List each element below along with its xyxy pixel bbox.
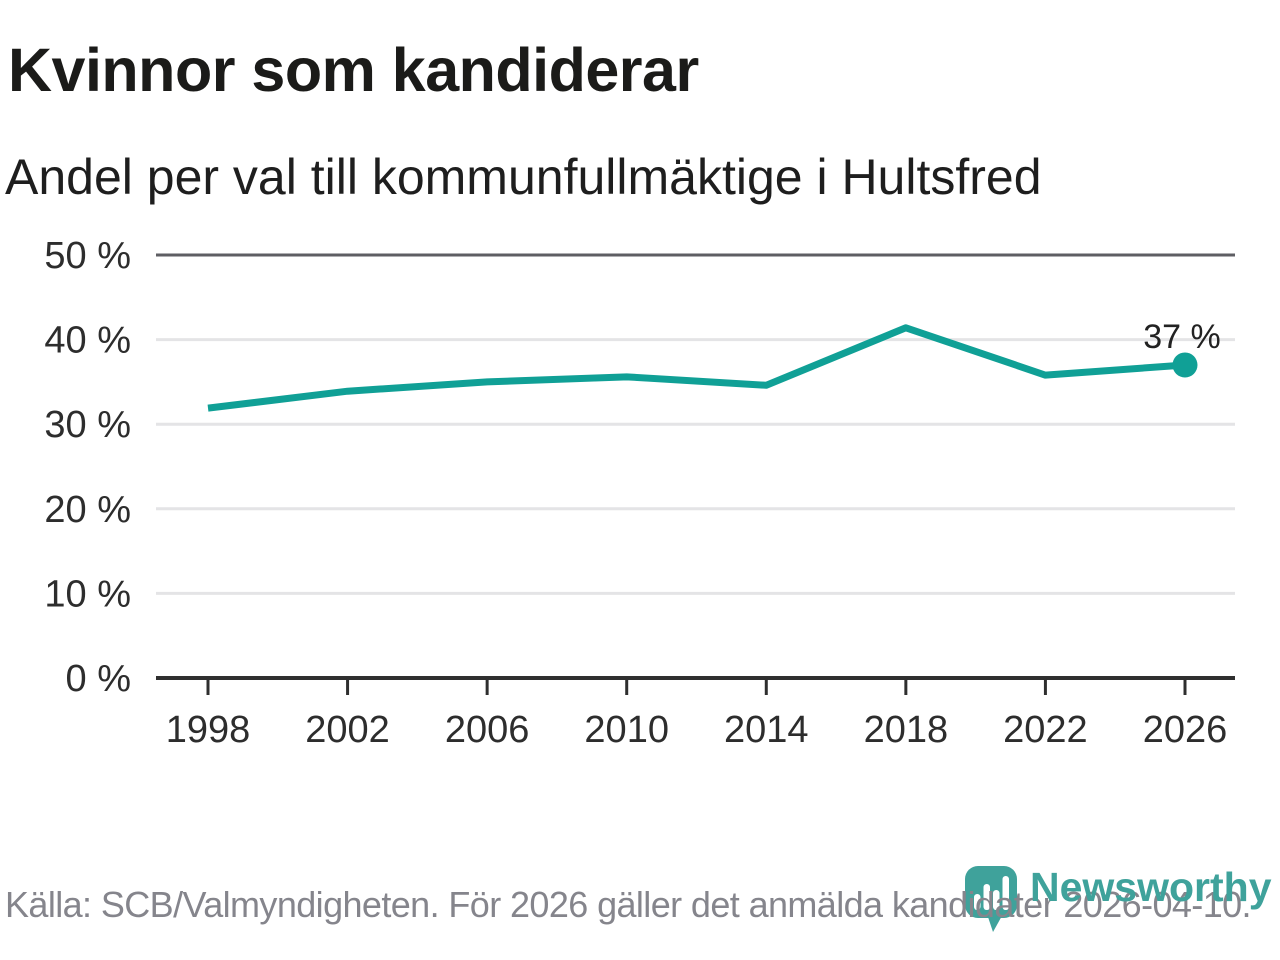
x-axis-label: 2022	[1003, 709, 1088, 751]
value-annotation: 37 %	[1143, 318, 1221, 356]
x-axis-label: 2018	[864, 709, 949, 751]
x-axis-label: 1998	[166, 709, 251, 751]
data-line	[207, 324, 1186, 412]
source-note: Källa: SCB/Valmyndigheten. För 2026 gäll…	[5, 884, 1252, 925]
chart-title: Kvinnor som kandiderar	[8, 36, 699, 104]
x-axis-label: 2010	[584, 709, 669, 751]
y-axis-label: 10 %	[44, 573, 131, 615]
endpoint-dot	[1172, 352, 1198, 378]
newsworthy-wordmark: Newsworthy	[1030, 864, 1272, 910]
y-axis-label: 30 %	[44, 404, 131, 446]
x-axis-label: 2002	[305, 709, 390, 751]
x-axis-label: 2006	[445, 709, 530, 751]
y-axis-label: 0 %	[66, 658, 131, 700]
y-axis-label: 20 %	[44, 489, 131, 531]
x-axis-label: 2014	[724, 709, 809, 751]
y-axis-label: 50 %	[44, 235, 131, 277]
chart-subtitle: Andel per val till kommunfullmäktige i H…	[5, 149, 1042, 205]
y-axis-label: 40 %	[44, 320, 131, 362]
x-axis-label: 2026	[1143, 709, 1228, 751]
newsworthy-logo-icon	[965, 866, 1017, 932]
